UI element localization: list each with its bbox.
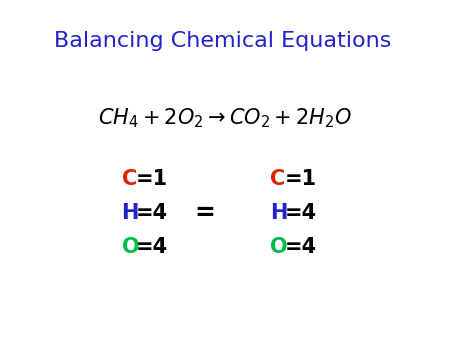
Text: Balancing Chemical Equations: Balancing Chemical Equations: [54, 30, 392, 51]
Text: O: O: [122, 237, 139, 257]
Text: C: C: [122, 169, 137, 189]
Text: =1: =1: [284, 169, 316, 189]
Text: H: H: [122, 203, 139, 223]
Text: =4: =4: [136, 203, 168, 223]
Text: O: O: [270, 237, 288, 257]
Text: $CH_4 + 2O_2 \rightarrow CO_2 + 2H_2O$: $CH_4 + 2O_2 \rightarrow CO_2 + 2H_2O$: [98, 106, 352, 130]
Text: H: H: [270, 203, 288, 223]
Text: =4: =4: [284, 237, 316, 257]
Text: C: C: [270, 169, 285, 189]
Text: =4: =4: [136, 237, 168, 257]
Text: =: =: [194, 201, 215, 225]
Text: =1: =1: [136, 169, 168, 189]
Text: =4: =4: [284, 203, 316, 223]
